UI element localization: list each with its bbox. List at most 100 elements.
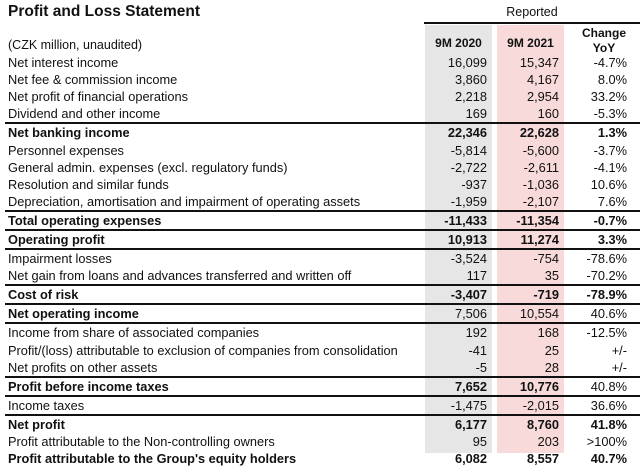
value-9m-2020: -1,959 xyxy=(450,193,487,209)
value-9m-2021: -1,036 xyxy=(522,176,559,192)
value-9m-2021: 22,628 xyxy=(492,122,564,142)
value-change-yoy: -3.7% xyxy=(593,142,627,158)
value-9m-2020: 192 xyxy=(425,322,492,342)
value-9m-2021: 10,554 xyxy=(492,303,564,324)
value-change-yoy: >100% xyxy=(586,434,627,450)
table-row: Resolution and similar funds -937 -1,036 10… xyxy=(5,176,640,193)
table-row: General admin. expenses (excl. regulator… xyxy=(5,159,640,176)
pnl-table: Net interest income 16,099 15,347 -4.7% Net … xyxy=(5,54,640,467)
reported-divider xyxy=(424,22,640,24)
unit-note: (CZK million, unaudited) xyxy=(8,38,143,52)
table-row: Net operating income 7,506 10,554 40.6% xyxy=(5,303,640,324)
row-label: Profit before income taxes xyxy=(5,375,425,396)
value-9m-2021: 203 xyxy=(537,434,559,450)
value-9m-2020: 22,346 xyxy=(425,122,492,142)
page-title: Profit and Loss Statement xyxy=(8,3,201,20)
reported-header: Reported xyxy=(506,5,558,19)
value-change-yoy: 36.6% xyxy=(564,394,640,415)
value-9m-2021: 4,167 xyxy=(526,72,559,88)
value-9m-2020: -937 xyxy=(461,176,487,192)
value-change-yoy: 10.6% xyxy=(590,176,627,192)
value-change-yoy: 7.6% xyxy=(597,193,627,209)
value-change-yoy: -12.5% xyxy=(564,322,640,342)
value-change-yoy: -78.6% xyxy=(564,248,640,268)
value-9m-2020: -41 xyxy=(468,342,488,358)
row-label: Dividend and other income xyxy=(8,106,161,122)
value-9m-2021: -719 xyxy=(492,284,564,305)
value-9m-2021: -2,015 xyxy=(492,394,564,415)
table-row: Net banking income 22,346 22,628 1.3% xyxy=(5,122,640,142)
value-change-yoy: -0.7% xyxy=(564,209,640,230)
value-change-yoy: 40.8% xyxy=(564,375,640,396)
value-9m-2020: 6,177 xyxy=(425,413,492,433)
value-9m-2020: -5,814 xyxy=(450,142,487,158)
table-row: Personnel expenses -5,814 -5,600 -3.7% xyxy=(5,141,640,158)
value-9m-2021: 168 xyxy=(492,322,564,342)
value-change-yoy: +/- xyxy=(611,342,627,358)
row-label: Income from share of associated companie… xyxy=(5,322,425,342)
value-9m-2020: 10,913 xyxy=(425,228,492,250)
value-9m-2020: 7,652 xyxy=(425,375,492,396)
table-row: Income taxes -1,475 -2,015 36.6% xyxy=(5,394,640,415)
row-label: Total operating expenses xyxy=(5,209,425,230)
row-label: Cost of risk xyxy=(5,284,425,305)
row-label: Net fee & commission income xyxy=(8,72,178,88)
row-label: Personnel expenses xyxy=(8,142,124,158)
value-change-yoy: -70.2% xyxy=(586,268,627,284)
table-row: Net profits on other assets -5 28 +/- xyxy=(5,359,640,377)
table-row: Impairment losses -3,524 -754 -78.6% xyxy=(5,248,640,268)
value-change-yoy: 8.0% xyxy=(597,72,627,88)
table-row: Operating profit 10,913 11,274 3.3% xyxy=(5,228,640,250)
column-header-9m-2020: 9M 2020 xyxy=(435,36,482,50)
value-9m-2021: 8,760 xyxy=(492,413,564,433)
value-change-yoy: 33.2% xyxy=(590,89,627,105)
row-label: Net profit of financial operations xyxy=(8,89,188,105)
row-label: Operating profit xyxy=(5,228,425,250)
value-9m-2021: 25 xyxy=(544,342,559,358)
value-9m-2021: -2,611 xyxy=(523,159,559,175)
value-change-yoy: -4.1% xyxy=(593,159,627,175)
value-9m-2020: 117 xyxy=(466,268,487,284)
table-row: Profit/(loss) attributable to exclusion … xyxy=(5,342,640,359)
table-row: Profit before income taxes 7,652 10,776 40.… xyxy=(5,375,640,396)
value-change-yoy: -78.9% xyxy=(564,284,640,305)
column-header-change: Change YoY xyxy=(568,26,640,55)
table-row: Net profit 6,177 8,760 41.8% xyxy=(5,413,640,433)
value-9m-2021: -754 xyxy=(492,248,564,268)
value-9m-2021: 160 xyxy=(537,106,559,122)
row-label: Net operating income xyxy=(5,303,425,324)
value-change-yoy: 40.6% xyxy=(564,303,640,324)
value-9m-2020: 169 xyxy=(465,106,487,122)
value-9m-2021: 10,776 xyxy=(492,375,564,396)
value-change-yoy: -4.7% xyxy=(593,55,627,71)
table-row: Dividend and other income 169 160 -5.3% xyxy=(5,105,640,123)
value-9m-2020: -3,407 xyxy=(425,284,492,305)
value-9m-2021: -2,107 xyxy=(522,193,559,209)
value-9m-2020: -5 xyxy=(475,359,487,375)
value-9m-2021: -11,354 xyxy=(492,209,564,230)
row-label: Resolution and similar funds xyxy=(8,176,169,192)
value-9m-2020: -1,475 xyxy=(425,394,492,415)
table-row: Cost of risk -3,407 -719 -78.9% xyxy=(5,284,640,305)
row-label: Profit attributable to the Non-controlli… xyxy=(8,434,275,450)
value-9m-2020: 2,218 xyxy=(454,89,487,105)
value-9m-2020: 95 xyxy=(472,434,487,450)
value-9m-2021: 28 xyxy=(544,359,559,375)
column-header-change-line1: Change xyxy=(581,26,626,40)
table-row: Income from share of associated companie… xyxy=(5,322,640,342)
row-label: Net profit xyxy=(5,413,425,433)
table-row: Total operating expenses -11,433 -11,354 -0… xyxy=(5,209,640,230)
column-header-9m-2021: 9M 2021 xyxy=(507,36,554,50)
row-label: General admin. expenses (excl. regulator… xyxy=(8,159,288,175)
value-9m-2020: -3,524 xyxy=(425,248,492,268)
table-row: Net profit of financial operations 2,218 2… xyxy=(5,88,640,105)
value-change-yoy: 1.3% xyxy=(564,122,640,142)
value-9m-2020: 16,099 xyxy=(447,55,487,71)
table-row: Net gain from loans and advances transfe… xyxy=(5,267,640,285)
value-change-yoy: 41.8% xyxy=(564,413,640,433)
row-label: Impairment losses xyxy=(5,248,425,268)
value-9m-2021: 11,274 xyxy=(492,228,564,250)
row-label: Depreciation, amortisation and impairmen… xyxy=(8,193,361,209)
value-9m-2021: -5,600 xyxy=(522,142,559,158)
row-label: Income taxes xyxy=(5,394,425,415)
